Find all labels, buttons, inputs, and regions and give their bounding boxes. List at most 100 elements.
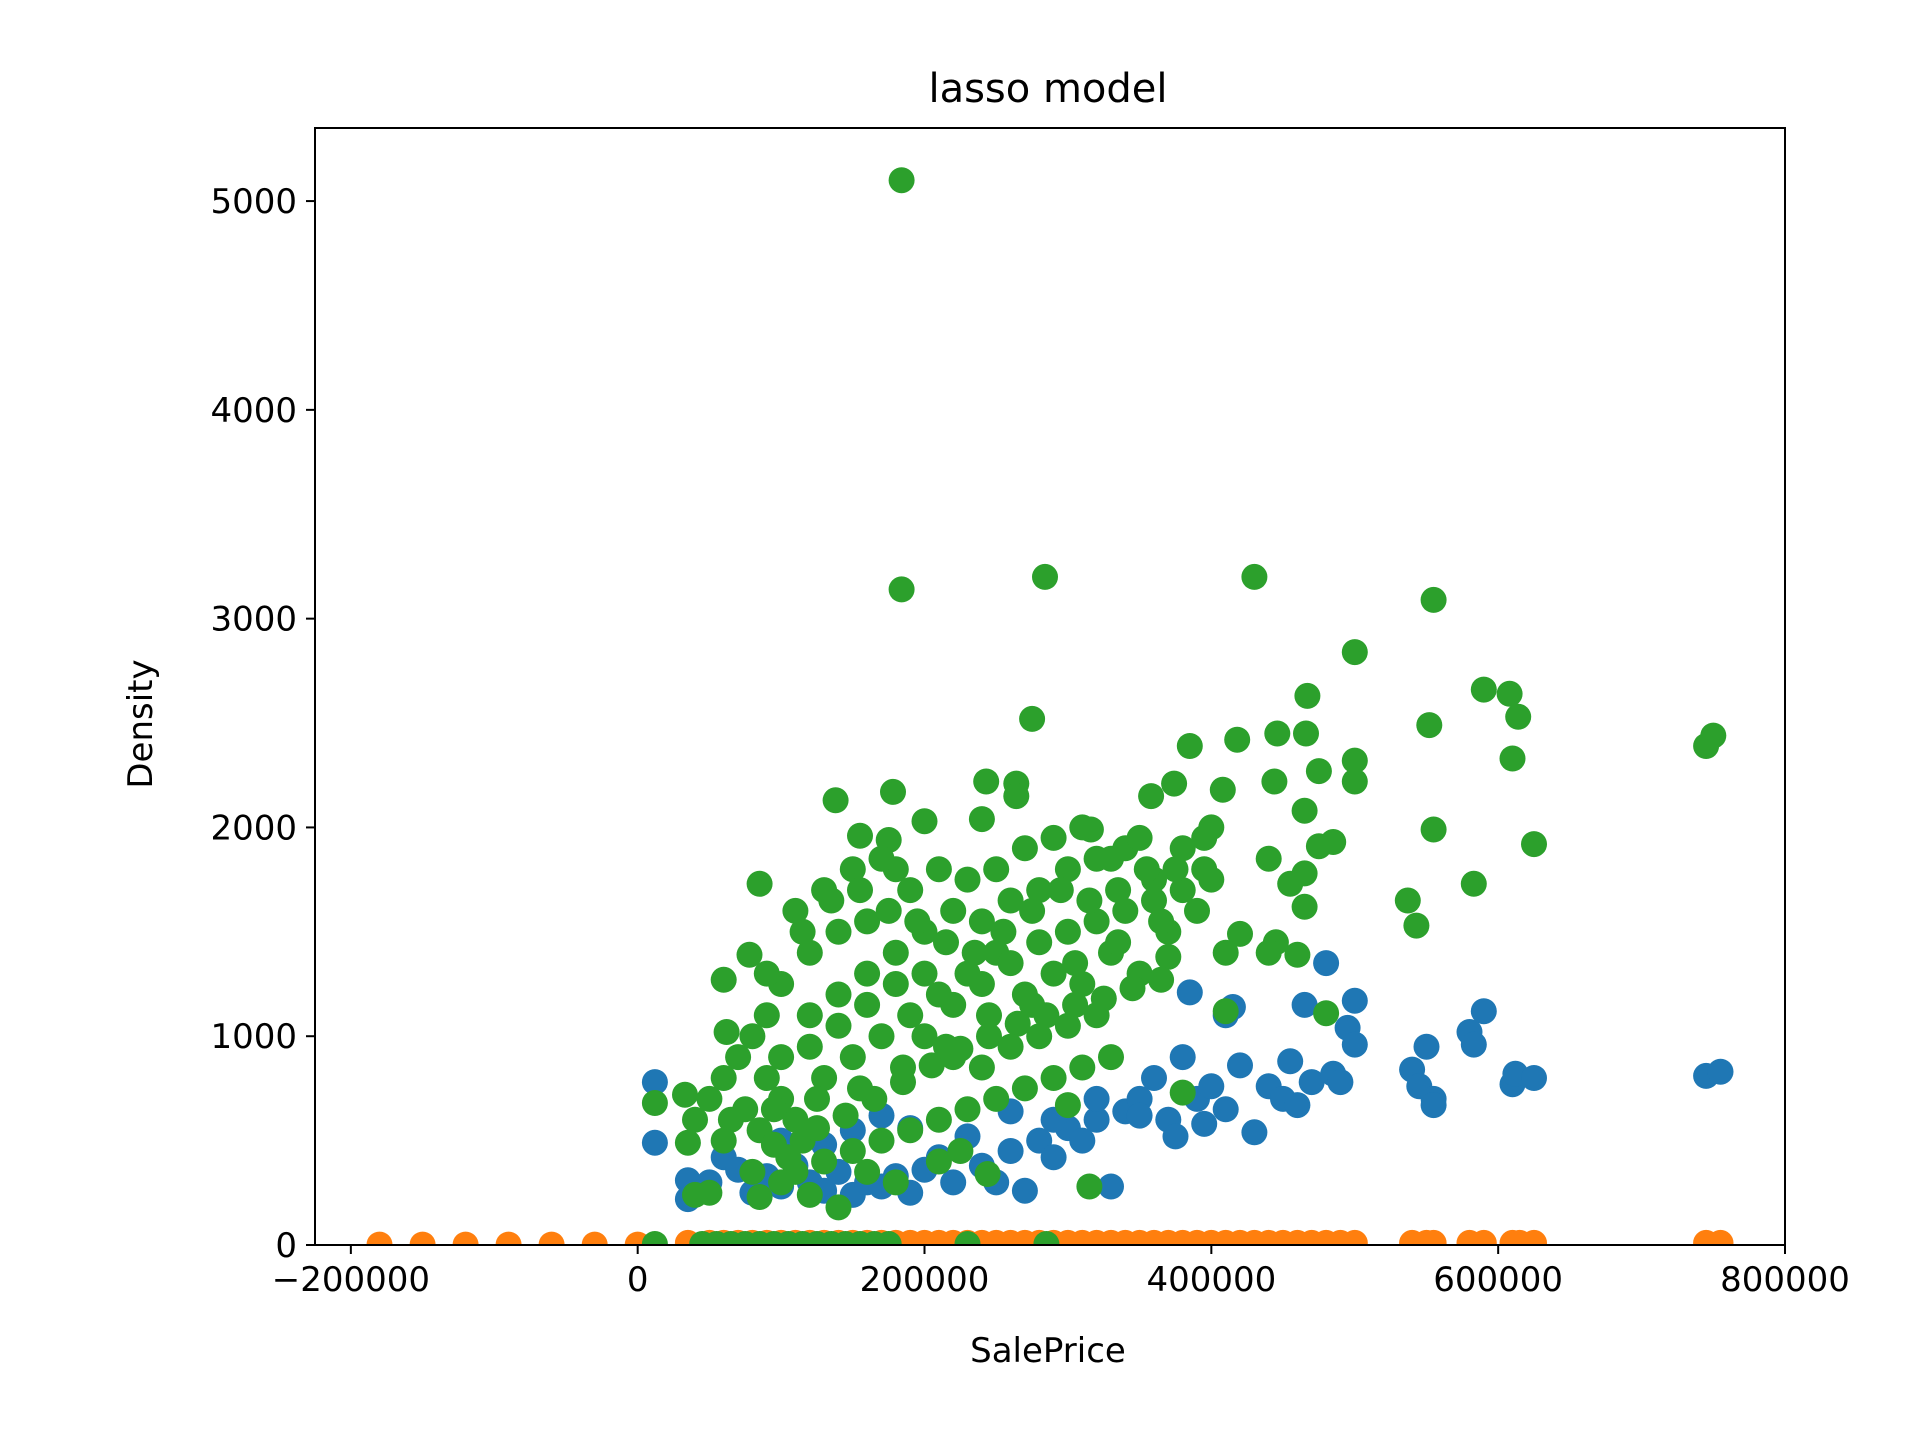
data-point	[1069, 814, 1096, 841]
data-point	[1320, 829, 1347, 855]
data-point	[1040, 824, 1067, 851]
data-point	[409, 1231, 436, 1245]
data-point	[796, 1033, 823, 1060]
data-point	[796, 1181, 823, 1208]
data-point	[1413, 1033, 1440, 1060]
data-point	[990, 918, 1017, 945]
data-point	[672, 1081, 698, 1108]
data-point	[1047, 877, 1074, 904]
data-point	[1098, 845, 1124, 872]
data-point	[641, 1069, 668, 1096]
x-tick-label: −200000	[272, 1260, 430, 1300]
data-point	[875, 1231, 902, 1245]
data-point	[854, 991, 881, 1018]
data-point	[725, 1044, 752, 1071]
data-point	[847, 1075, 873, 1102]
data-point	[1191, 856, 1218, 883]
data-point	[1105, 877, 1132, 904]
data-point	[1083, 1085, 1110, 1112]
data-point	[868, 1023, 895, 1050]
data-point	[1341, 1229, 1368, 1245]
data-point	[1291, 893, 1318, 920]
data-point	[1033, 1231, 1060, 1245]
data-point	[538, 1231, 565, 1245]
data-point	[1069, 971, 1096, 997]
data-point	[976, 1023, 1002, 1050]
data-point	[1499, 745, 1526, 772]
data-point	[854, 960, 881, 987]
data-point	[1212, 939, 1239, 966]
data-point	[1119, 975, 1146, 1002]
data-point	[847, 877, 873, 904]
data-point	[1521, 1229, 1547, 1245]
data-point	[796, 1002, 823, 1029]
data-point	[1293, 720, 1319, 747]
y-tick-label: 5000	[210, 182, 297, 222]
data-point	[804, 1115, 830, 1142]
data-point	[1162, 1123, 1189, 1150]
data-point	[717, 1106, 744, 1133]
data-point	[1141, 887, 1167, 914]
data-point	[1313, 950, 1340, 977]
data-point	[1026, 929, 1053, 956]
data-point	[1241, 563, 1268, 590]
data-point	[997, 887, 1024, 914]
data-point	[1470, 1229, 1497, 1245]
data-point	[888, 576, 915, 603]
data-point	[832, 1102, 859, 1129]
data-point	[789, 918, 816, 945]
data-point	[825, 981, 852, 1008]
data-point	[1019, 705, 1046, 732]
data-point	[839, 1138, 866, 1164]
plot-frame	[314, 127, 1786, 1246]
data-point	[1420, 816, 1447, 843]
data-point	[954, 866, 981, 893]
x-tick-label: 800000	[1720, 1260, 1850, 1300]
data-point	[1198, 1073, 1225, 1100]
data-point	[825, 918, 852, 945]
data-point	[1161, 770, 1188, 797]
data-point	[753, 960, 780, 987]
data-point	[1403, 912, 1430, 939]
data-point	[925, 1148, 952, 1175]
data-point	[710, 1127, 737, 1154]
data-point	[641, 1231, 668, 1245]
data-point	[954, 1231, 981, 1245]
data-point	[897, 1117, 924, 1144]
data-point	[1083, 1106, 1110, 1133]
data-point	[1054, 918, 1081, 945]
data-point	[746, 870, 773, 897]
data-point	[1040, 960, 1067, 987]
data-point	[1133, 856, 1160, 883]
data-point	[1212, 998, 1239, 1025]
data-point	[1191, 1110, 1218, 1137]
data-point	[1176, 979, 1203, 1006]
data-point	[882, 971, 909, 997]
data-point	[1284, 941, 1311, 968]
data-point	[1155, 943, 1182, 970]
data-point	[1693, 733, 1720, 759]
data-point	[1126, 824, 1153, 851]
data-point	[822, 787, 849, 814]
data-point	[1040, 1144, 1067, 1171]
data-point	[1341, 768, 1368, 795]
data-point	[1261, 768, 1288, 795]
data-point	[933, 929, 959, 956]
data-point	[911, 1023, 938, 1050]
data-point	[983, 856, 1010, 883]
data-point	[1305, 758, 1332, 785]
data-point	[760, 1096, 787, 1123]
data-point	[933, 1033, 959, 1060]
data-point	[1069, 1127, 1096, 1154]
data-point	[796, 939, 823, 966]
data-point	[1126, 1102, 1153, 1129]
data-point	[854, 908, 881, 935]
data-point	[1098, 1173, 1124, 1200]
data-point	[1141, 1065, 1167, 1091]
data-point	[868, 845, 895, 872]
data-point	[1076, 887, 1103, 914]
data-point	[1416, 712, 1443, 739]
data-point	[1169, 835, 1196, 862]
data-point	[1420, 1092, 1447, 1119]
